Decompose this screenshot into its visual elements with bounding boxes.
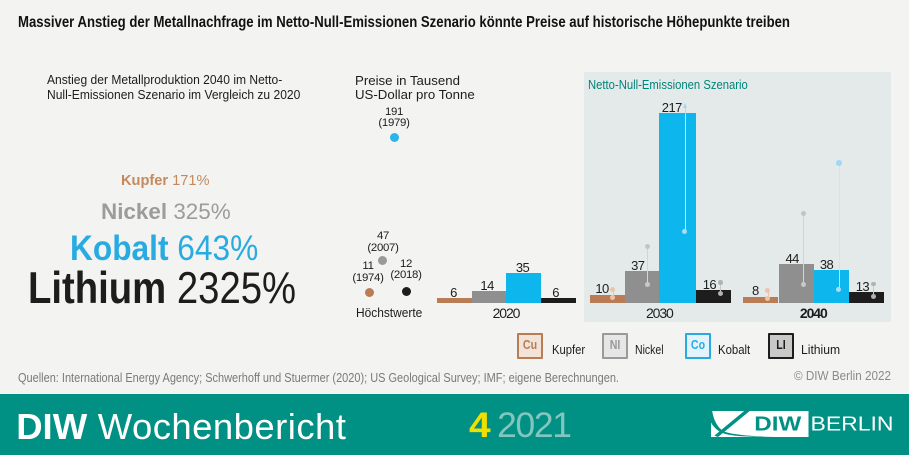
svg-text:DIW: DIW (754, 413, 801, 435)
svg-text:BERLIN: BERLIN (810, 413, 893, 435)
